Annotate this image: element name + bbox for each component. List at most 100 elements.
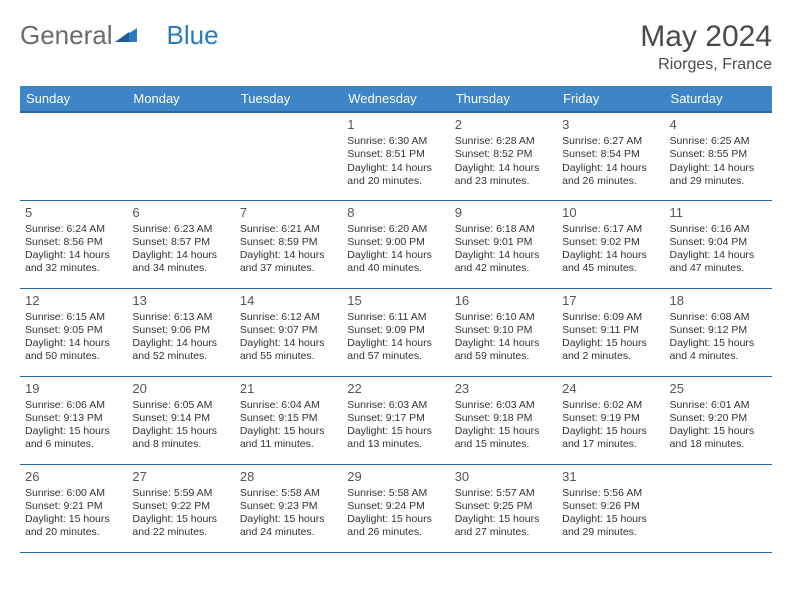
calendar-cell: 18Sunrise: 6:08 AMSunset: 9:12 PMDayligh… — [665, 288, 772, 376]
calendar-cell — [20, 112, 127, 200]
calendar-cell: 21Sunrise: 6:04 AMSunset: 9:15 PMDayligh… — [235, 376, 342, 464]
day-number: 9 — [455, 205, 552, 221]
day-number: 30 — [455, 469, 552, 485]
daylight-text: Daylight: 15 hours and 11 minutes. — [240, 425, 337, 451]
daylight-text: Daylight: 15 hours and 29 minutes. — [562, 513, 659, 539]
calendar-row: 5Sunrise: 6:24 AMSunset: 8:56 PMDaylight… — [20, 200, 772, 288]
sunrise-text: Sunrise: 6:02 AM — [562, 399, 659, 412]
calendar-cell: 16Sunrise: 6:10 AMSunset: 9:10 PMDayligh… — [450, 288, 557, 376]
calendar-cell — [665, 464, 772, 552]
daylight-text: Daylight: 15 hours and 20 minutes. — [25, 513, 122, 539]
day-header: Saturday — [665, 86, 772, 112]
daylight-text: Daylight: 15 hours and 26 minutes. — [347, 513, 444, 539]
sunrise-text: Sunrise: 6:09 AM — [562, 311, 659, 324]
sunset-text: Sunset: 9:14 PM — [132, 412, 229, 425]
sunrise-text: Sunrise: 5:58 AM — [347, 487, 444, 500]
day-number: 14 — [240, 293, 337, 309]
day-number: 28 — [240, 469, 337, 485]
calendar-cell: 6Sunrise: 6:23 AMSunset: 8:57 PMDaylight… — [127, 200, 234, 288]
day-number: 26 — [25, 469, 122, 485]
sunrise-text: Sunrise: 6:16 AM — [670, 223, 767, 236]
calendar-cell: 5Sunrise: 6:24 AMSunset: 8:56 PMDaylight… — [20, 200, 127, 288]
sunrise-text: Sunrise: 5:59 AM — [132, 487, 229, 500]
sunrise-text: Sunrise: 6:21 AM — [240, 223, 337, 236]
calendar-cell: 14Sunrise: 6:12 AMSunset: 9:07 PMDayligh… — [235, 288, 342, 376]
sunset-text: Sunset: 9:23 PM — [240, 500, 337, 513]
daylight-text: Daylight: 14 hours and 40 minutes. — [347, 249, 444, 275]
day-header: Tuesday — [235, 86, 342, 112]
sunset-text: Sunset: 9:02 PM — [562, 236, 659, 249]
calendar-cell: 10Sunrise: 6:17 AMSunset: 9:02 PMDayligh… — [557, 200, 664, 288]
calendar-cell — [127, 112, 234, 200]
day-number: 5 — [25, 205, 122, 221]
sunset-text: Sunset: 9:12 PM — [670, 324, 767, 337]
sunrise-text: Sunrise: 5:58 AM — [240, 487, 337, 500]
sunset-text: Sunset: 9:17 PM — [347, 412, 444, 425]
daylight-text: Daylight: 15 hours and 18 minutes. — [670, 425, 767, 451]
header: General Blue May 2024 Riorges, France — [20, 20, 772, 74]
month-title: May 2024 — [640, 20, 772, 54]
calendar-cell: 26 Sunrise: 6:00 AMSunset: 9:21 PMDayligh… — [20, 464, 127, 552]
day-number: 19 — [25, 381, 122, 397]
sunrise-text: Sunrise: 6:18 AM — [455, 223, 552, 236]
calendar-cell: 9Sunrise: 6:18 AMSunset: 9:01 PMDaylight… — [450, 200, 557, 288]
day-number: 15 — [347, 293, 444, 309]
calendar-cell: 1Sunrise: 6:30 AMSunset: 8:51 PMDaylight… — [342, 112, 449, 200]
daylight-text: Daylight: 15 hours and 2 minutes. — [562, 337, 659, 363]
calendar-cell: 19Sunrise: 6:06 AMSunset: 9:13 PMDayligh… — [20, 376, 127, 464]
calendar-cell: 13Sunrise: 6:13 AMSunset: 9:06 PMDayligh… — [127, 288, 234, 376]
sunset-text: Sunset: 9:26 PM — [562, 500, 659, 513]
sunrise-text: Sunrise: 6:11 AM — [347, 311, 444, 324]
day-header: Thursday — [450, 86, 557, 112]
brand-logo: General Blue — [20, 20, 219, 51]
sunrise-text: Sunrise: 6:10 AM — [455, 311, 552, 324]
calendar-cell: 27Sunrise: 5:59 AMSunset: 9:22 PMDayligh… — [127, 464, 234, 552]
sunrise-text: Sunrise: 6:23 AM — [132, 223, 229, 236]
sunset-text: Sunset: 9:20 PM — [670, 412, 767, 425]
title-block: May 2024 Riorges, France — [640, 20, 772, 74]
calendar-cell: 2Sunrise: 6:28 AMSunset: 8:52 PMDaylight… — [450, 112, 557, 200]
daylight-text: Daylight: 14 hours and 42 minutes. — [455, 249, 552, 275]
sunrise-text: Sunrise: 6:00 AM — [25, 487, 122, 500]
sunrise-text: Sunrise: 6:04 AM — [240, 399, 337, 412]
daylight-text: Daylight: 15 hours and 13 minutes. — [347, 425, 444, 451]
sunrise-text: Sunrise: 6:13 AM — [132, 311, 229, 324]
calendar-cell: 4Sunrise: 6:25 AMSunset: 8:55 PMDaylight… — [665, 112, 772, 200]
daylight-text: Daylight: 14 hours and 45 minutes. — [562, 249, 659, 275]
sunset-text: Sunset: 9:00 PM — [347, 236, 444, 249]
day-number: 3 — [562, 117, 659, 133]
calendar-cell: 24Sunrise: 6:02 AMSunset: 9:19 PMDayligh… — [557, 376, 664, 464]
day-number: 22 — [347, 381, 444, 397]
calendar-cell: 25Sunrise: 6:01 AMSunset: 9:20 PMDayligh… — [665, 376, 772, 464]
sunset-text: Sunset: 8:54 PM — [562, 148, 659, 161]
calendar-cell: 8Sunrise: 6:20 AMSunset: 9:00 PMDaylight… — [342, 200, 449, 288]
day-number: 18 — [670, 293, 767, 309]
sunrise-text: Sunrise: 6:12 AM — [240, 311, 337, 324]
day-number: 7 — [240, 205, 337, 221]
calendar-cell: 23Sunrise: 6:03 AMSunset: 9:18 PMDayligh… — [450, 376, 557, 464]
calendar-row: 12Sunrise: 6:15 AMSunset: 9:05 PMDayligh… — [20, 288, 772, 376]
sunset-text: Sunset: 9:18 PM — [455, 412, 552, 425]
daylight-text: Daylight: 14 hours and 34 minutes. — [132, 249, 229, 275]
sunset-text: Sunset: 8:51 PM — [347, 148, 444, 161]
day-header: Friday — [557, 86, 664, 112]
daylight-text: Daylight: 14 hours and 57 minutes. — [347, 337, 444, 363]
sunset-text: Sunset: 8:55 PM — [670, 148, 767, 161]
sunrise-text: Sunrise: 6:03 AM — [455, 399, 552, 412]
sunrise-text: Sunrise: 6:15 AM — [25, 311, 122, 324]
sunset-text: Sunset: 8:57 PM — [132, 236, 229, 249]
day-header-row: Sunday Monday Tuesday Wednesday Thursday… — [20, 86, 772, 112]
brand-part1: General — [20, 20, 113, 51]
calendar-cell: 12Sunrise: 6:15 AMSunset: 9:05 PMDayligh… — [20, 288, 127, 376]
daylight-text: Daylight: 14 hours and 23 minutes. — [455, 162, 552, 188]
daylight-text: Daylight: 14 hours and 32 minutes. — [25, 249, 122, 275]
daylight-text: Daylight: 14 hours and 26 minutes. — [562, 162, 659, 188]
sunrise-text: Sunrise: 6:28 AM — [455, 135, 552, 148]
sunset-text: Sunset: 9:05 PM — [25, 324, 122, 337]
daylight-text: Daylight: 14 hours and 59 minutes. — [455, 337, 552, 363]
sunrise-text: Sunrise: 6:17 AM — [562, 223, 659, 236]
sunset-text: Sunset: 9:21 PM — [25, 500, 122, 513]
calendar-page: General Blue May 2024 Riorges, France Su… — [0, 0, 792, 563]
sunrise-text: Sunrise: 6:20 AM — [347, 223, 444, 236]
sunset-text: Sunset: 8:52 PM — [455, 148, 552, 161]
